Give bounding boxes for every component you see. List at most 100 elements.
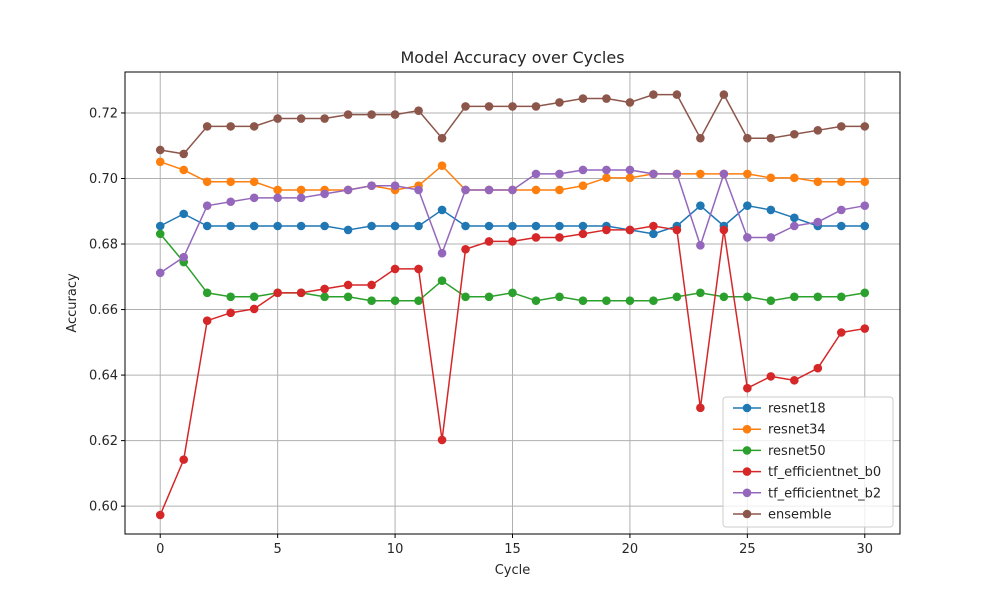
legend-label: tf_efficientnet_b0 xyxy=(768,465,881,480)
data-point-tf_efficientnet_b2 xyxy=(296,193,306,203)
data-point-tf_efficientnet_b2 xyxy=(672,169,682,179)
data-point-resnet50 xyxy=(343,292,353,302)
data-point-resnet50 xyxy=(320,292,329,302)
data-point-ensemble xyxy=(249,122,259,131)
data-point-resnet34 xyxy=(555,185,564,195)
y-tick-label: 0.70 xyxy=(89,172,118,187)
data-point-resnet50 xyxy=(155,229,165,239)
data-point-tf_efficientnet_b2 xyxy=(155,268,165,278)
data-point-resnet50 xyxy=(461,292,470,302)
data-point-resnet50 xyxy=(226,292,235,302)
data-point-tf_efficientnet_b0 xyxy=(273,288,282,298)
data-point-tf_efficientnet_b2 xyxy=(860,201,870,210)
x-tick-label: 0 xyxy=(156,542,164,557)
data-point-resnet34 xyxy=(743,169,752,179)
y-tick-label: 0.64 xyxy=(89,369,118,384)
y-tick-label: 0.66 xyxy=(89,303,118,318)
series-ensemble xyxy=(155,90,870,159)
data-point-ensemble xyxy=(578,94,588,103)
x-axis-label: Cycle xyxy=(495,563,531,578)
data-point-resnet34 xyxy=(155,157,165,167)
data-point-tf_efficientnet_b2 xyxy=(531,169,541,179)
data-point-ensemble xyxy=(179,149,189,159)
legend-item: resnet18 xyxy=(733,402,826,417)
legend-label: resnet50 xyxy=(768,444,826,459)
data-point-resnet50 xyxy=(790,292,799,302)
data-point-ensemble xyxy=(508,102,517,111)
data-point-tf_efficientnet_b0 xyxy=(296,288,306,298)
data-point-tf_efficientnet_b2 xyxy=(414,185,423,195)
data-point-ensemble xyxy=(766,133,776,143)
data-point-resnet34 xyxy=(296,185,306,195)
data-point-tf_efficientnet_b0 xyxy=(719,225,729,235)
data-point-ensemble xyxy=(484,102,494,111)
data-point-resnet18 xyxy=(836,221,846,231)
y-tick-label: 0.60 xyxy=(89,500,118,515)
data-point-tf_efficientnet_b2 xyxy=(555,169,564,179)
data-point-resnet18 xyxy=(320,221,329,231)
x-tick-label: 5 xyxy=(274,542,282,557)
data-point-resnet18 xyxy=(696,201,705,210)
data-point-resnet50 xyxy=(743,292,752,302)
data-point-tf_efficientnet_b2 xyxy=(484,185,494,195)
data-point-tf_efficientnet_b2 xyxy=(625,165,635,175)
data-point-tf_efficientnet_b2 xyxy=(813,217,823,227)
data-point-tf_efficientnet_b2 xyxy=(602,165,611,175)
data-point-tf_efficientnet_b2 xyxy=(649,169,658,179)
data-point-ensemble xyxy=(531,102,541,111)
data-point-tf_efficientnet_b0 xyxy=(649,221,658,231)
data-point-ensemble xyxy=(696,133,705,143)
data-point-resnet18 xyxy=(578,221,588,231)
data-point-resnet34 xyxy=(790,173,799,183)
data-point-resnet18 xyxy=(790,213,799,223)
data-point-resnet34 xyxy=(273,185,282,195)
data-point-resnet50 xyxy=(390,296,400,306)
data-point-resnet18 xyxy=(743,201,752,210)
data-point-ensemble xyxy=(625,98,635,107)
data-point-resnet50 xyxy=(531,296,541,306)
data-point-resnet34 xyxy=(813,177,823,187)
data-point-resnet34 xyxy=(696,169,705,179)
data-point-tf_efficientnet_b2 xyxy=(508,185,517,195)
data-point-tf_efficientnet_b2 xyxy=(461,185,470,195)
data-point-tf_efficientnet_b2 xyxy=(179,252,189,262)
x-tick-label: 15 xyxy=(504,542,521,557)
data-point-ensemble xyxy=(813,126,823,135)
data-point-tf_efficientnet_b2 xyxy=(437,248,447,258)
data-point-resnet34 xyxy=(437,161,447,171)
data-point-resnet18 xyxy=(531,221,541,231)
data-point-resnet50 xyxy=(202,288,212,298)
legend-label: resnet34 xyxy=(768,423,826,438)
chart-title: Model Accuracy over Cycles xyxy=(400,48,624,67)
data-point-ensemble xyxy=(836,122,846,131)
y-axis-ticks: 0.60 0.62 0.64 0.66 0.68 0.70 0.72 xyxy=(89,106,125,515)
data-point-resnet50 xyxy=(625,296,635,306)
data-point-resnet18 xyxy=(555,221,564,231)
data-point-tf_efficientnet_b0 xyxy=(578,229,588,239)
data-point-ensemble xyxy=(155,145,165,155)
data-point-resnet50 xyxy=(414,296,423,306)
data-point-ensemble xyxy=(343,110,353,119)
data-point-tf_efficientnet_b0 xyxy=(555,233,564,242)
data-point-resnet50 xyxy=(696,288,705,298)
data-point-resnet18 xyxy=(179,209,189,219)
data-point-resnet50 xyxy=(508,288,517,298)
data-point-tf_efficientnet_b0 xyxy=(508,237,517,246)
data-point-tf_efficientnet_b2 xyxy=(367,181,376,190)
series-tf_efficientnet_b2 xyxy=(155,165,870,278)
data-point-resnet50 xyxy=(602,296,611,306)
data-point-resnet50 xyxy=(367,296,376,306)
data-point-ensemble xyxy=(743,133,752,143)
data-point-tf_efficientnet_b2 xyxy=(790,221,799,231)
data-point-ensemble xyxy=(860,122,870,131)
data-point-tf_efficientnet_b0 xyxy=(367,280,376,290)
data-point-tf_efficientnet_b0 xyxy=(836,328,846,337)
data-point-resnet50 xyxy=(766,296,776,306)
data-point-resnet50 xyxy=(578,296,588,306)
legend-swatch-marker xyxy=(742,403,752,413)
data-point-tf_efficientnet_b2 xyxy=(390,181,400,190)
data-point-resnet50 xyxy=(249,292,259,302)
x-axis-ticks: 0 5 10 15 20 25 30 xyxy=(156,534,873,557)
data-point-resnet34 xyxy=(226,177,235,187)
